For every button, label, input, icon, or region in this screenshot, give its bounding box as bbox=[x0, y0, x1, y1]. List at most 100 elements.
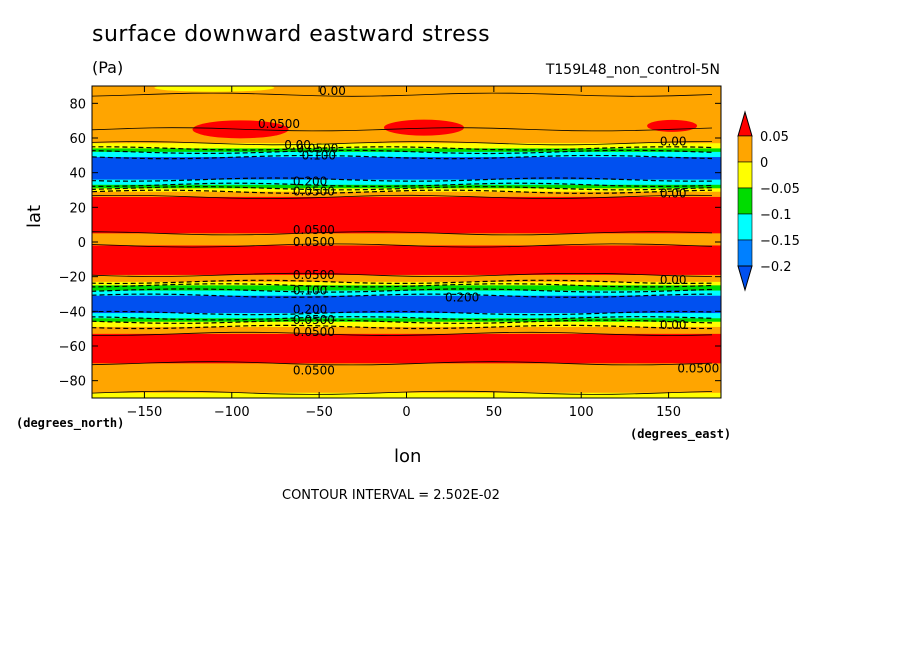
contour-label-5: 0.00 bbox=[660, 134, 687, 148]
colorbar-label-0: 0.05 bbox=[760, 130, 789, 145]
colorbar-label-3: −0.1 bbox=[760, 208, 792, 223]
contour-band-8 bbox=[92, 184, 721, 189]
contour-band-20 bbox=[92, 318, 721, 323]
chart-title: surface downward eastward stress bbox=[92, 22, 491, 47]
colorbar-box-3 bbox=[737, 213, 753, 241]
contour-label-7: 0.0500 bbox=[293, 185, 335, 199]
contour-line-19 bbox=[92, 316, 713, 321]
colorbar-box-1 bbox=[737, 161, 753, 189]
contour-line-11 bbox=[92, 231, 713, 236]
contour-interval-text: CONTOUR INTERVAL = 2.502E-02 bbox=[282, 488, 500, 503]
x-tick-label-5: 100 bbox=[569, 405, 594, 420]
x-axis-ticks: −150 −100 −50 0 50 100 150 bbox=[127, 86, 681, 420]
contour-line-5 bbox=[92, 154, 713, 160]
contour-label-16: 0.0500 bbox=[293, 313, 335, 327]
contour-line-0 bbox=[92, 92, 713, 97]
colorbar-label-2: −0.05 bbox=[760, 182, 800, 197]
contour-band-13 bbox=[92, 245, 721, 276]
contour-line-14 bbox=[92, 279, 713, 285]
contour-line-23 bbox=[92, 361, 713, 366]
patch-polar-north bbox=[154, 86, 275, 92]
contour-label-4: 0.100 bbox=[302, 148, 336, 162]
y-tick-label-8: −80 bbox=[59, 375, 86, 390]
contour-line-21 bbox=[92, 324, 713, 330]
contour-line-10 bbox=[92, 194, 713, 199]
contour-line-8 bbox=[92, 186, 713, 191]
contour-label-18: 0.0500 bbox=[293, 325, 335, 339]
contour-label-13: 0.00 bbox=[660, 273, 687, 287]
contour-band-11 bbox=[92, 196, 721, 234]
y-tick-label-3: 20 bbox=[69, 201, 86, 216]
contour-line-24 bbox=[92, 390, 713, 395]
contour-label-0: 0.00 bbox=[319, 84, 346, 98]
y-tick-label-5: −20 bbox=[59, 271, 86, 286]
contour-band-4 bbox=[92, 148, 721, 153]
contour-label-11: 0.0500 bbox=[293, 268, 335, 282]
contour-label-2: 0.00 bbox=[284, 138, 311, 152]
contour-label-15: 0.200 bbox=[293, 303, 327, 317]
contour-label-9: 0.0500 bbox=[293, 223, 335, 237]
contour-label-14: 0.200 bbox=[445, 290, 479, 304]
contour-label-17: 0.00 bbox=[660, 318, 687, 332]
run-label: T159L48_non_control-5N bbox=[545, 62, 720, 78]
colorbar-label-4: −0.15 bbox=[760, 234, 800, 249]
contour-line-9 bbox=[92, 189, 713, 194]
contour-label-3: 0.0500 bbox=[296, 141, 338, 155]
contour-line-20 bbox=[92, 319, 713, 324]
contour-line-22 bbox=[92, 331, 713, 336]
contour-band-18 bbox=[92, 295, 721, 314]
contour-band-3 bbox=[92, 143, 721, 149]
y-tick-label-0: 80 bbox=[69, 97, 86, 112]
contour-band-21 bbox=[92, 321, 721, 328]
contour-band-16 bbox=[92, 285, 721, 292]
x-axis-label: lon bbox=[394, 446, 422, 467]
x-tick-label-4: 50 bbox=[486, 405, 503, 420]
contour-label-6: 0.200 bbox=[293, 174, 327, 188]
colorbar: 0.05 0 −0.05 −0.1 −0.15 −0.2 bbox=[737, 110, 800, 292]
chart-units: (Pa) bbox=[92, 58, 124, 77]
contour-band-17 bbox=[92, 290, 721, 297]
x-tick-label-1: −100 bbox=[214, 405, 250, 420]
contour-line-15 bbox=[92, 283, 713, 288]
colorbar-box-0 bbox=[737, 135, 753, 163]
contour-labels: 0.000.05000.000.05000.1000.000.2000.0500… bbox=[258, 84, 719, 377]
contour-label-10: 0.0500 bbox=[293, 235, 335, 249]
contour-line-12 bbox=[92, 243, 713, 248]
contour-line-1 bbox=[92, 127, 713, 132]
contour-band-23 bbox=[92, 333, 721, 364]
contour-line-7 bbox=[92, 182, 713, 188]
x-tick-label-3: 0 bbox=[402, 405, 410, 420]
colorbar-arrow-bottom bbox=[737, 265, 753, 292]
contour-line-13 bbox=[92, 272, 713, 277]
y-tick-label-4: 0 bbox=[78, 236, 86, 251]
x-axis-units: (degrees_east) bbox=[630, 427, 732, 441]
contour-line-16 bbox=[92, 288, 713, 293]
contour-band-10 bbox=[92, 191, 721, 198]
contour-band-14 bbox=[92, 274, 721, 283]
x-tick-label-6: 150 bbox=[656, 405, 681, 420]
contour-fill-bands bbox=[92, 86, 721, 398]
contour-label-19: 0.0500 bbox=[293, 363, 335, 377]
y-tick-label-7: −60 bbox=[59, 340, 86, 355]
contour-band-5 bbox=[92, 151, 721, 158]
colorbar-box-2 bbox=[737, 187, 753, 215]
colorbar-label-1: 0 bbox=[760, 156, 768, 171]
contour-label-8: 0.00 bbox=[660, 186, 687, 200]
contour-label-20: 0.0500 bbox=[677, 362, 719, 376]
y-tick-label-6: −40 bbox=[59, 305, 86, 320]
contour-band-6 bbox=[92, 157, 721, 181]
colorbar-box-4 bbox=[737, 239, 753, 267]
contour-line-2 bbox=[92, 141, 713, 146]
contour-band-24 bbox=[92, 363, 721, 394]
contour-band-7 bbox=[92, 179, 721, 186]
contour-label-1: 0.0500 bbox=[258, 117, 300, 131]
colorbar-arrow-top bbox=[737, 110, 753, 137]
contour-line-4 bbox=[92, 149, 713, 155]
contour-label-12: 0.100 bbox=[293, 284, 327, 298]
contour-band-19 bbox=[92, 313, 721, 319]
contour-band-22 bbox=[92, 326, 721, 335]
contour-line-3 bbox=[92, 146, 713, 151]
contour-line-17 bbox=[92, 293, 713, 298]
colorbar-label-5: −0.2 bbox=[760, 260, 792, 275]
